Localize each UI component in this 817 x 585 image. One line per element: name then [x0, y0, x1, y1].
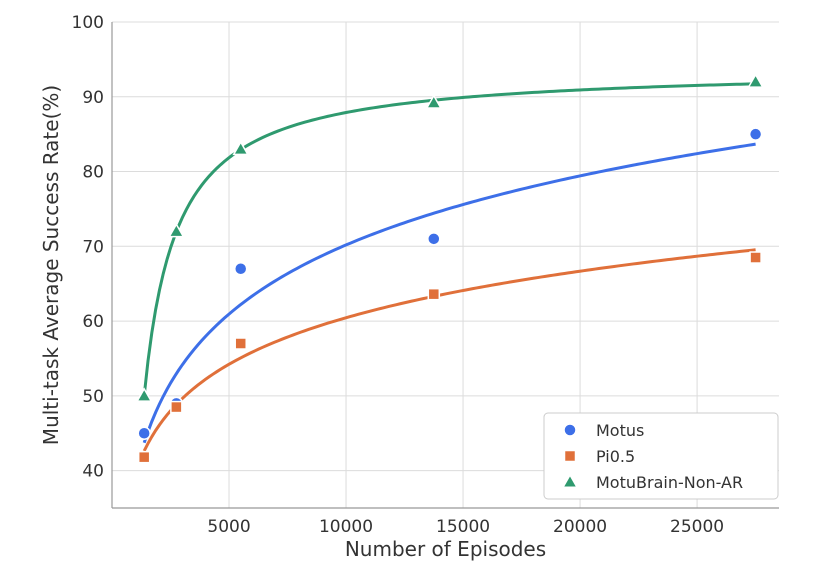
- x-tick-label: 15000: [436, 517, 490, 537]
- axes: [111, 22, 779, 509]
- y-tick-label: 60: [82, 312, 104, 332]
- legend-marker: [563, 423, 577, 437]
- data-point-series-1: [748, 127, 763, 141]
- data-point-series-1: [137, 426, 151, 440]
- data-point-series-3: [425, 94, 443, 109]
- y-tick-label: 70: [82, 237, 104, 257]
- trend-curve-series-2: [142, 248, 756, 452]
- legend-box: [543, 412, 779, 500]
- y-tick-label: 80: [82, 163, 104, 183]
- y-tick-label: 90: [82, 88, 104, 108]
- x-tick-label: 5000: [207, 517, 250, 537]
- data-point-series-3: [747, 73, 764, 88]
- x-tick-label: 10000: [319, 517, 373, 537]
- trend-curve-series-3: [142, 82, 756, 396]
- data-point-series-2: [234, 337, 247, 350]
- legend-label: Pi0.5: [596, 447, 635, 466]
- data-point-series-3: [135, 387, 153, 402]
- y-tick-label: 50: [82, 387, 104, 407]
- data-point-series-1: [233, 261, 248, 276]
- x-tick-label: 25000: [670, 517, 724, 537]
- legend-label: MotuBrain-Non-AR: [596, 473, 743, 492]
- grid-lines: [112, 21, 779, 508]
- legend-label: Motus: [596, 421, 644, 440]
- legend: Motus Pi0.5 MotuBrain-Non-AR: [543, 412, 779, 500]
- y-axis-title: Multi-task Average Success Rate(%): [39, 85, 63, 445]
- data-point-series-3: [168, 222, 185, 238]
- x-tick-label: 20000: [553, 517, 607, 537]
- data-point-series-2: [427, 287, 441, 301]
- legend-marker: [561, 473, 579, 488]
- data-point-series-3: [232, 140, 250, 156]
- y-tick-label: 100: [72, 13, 104, 33]
- data-point-series-2: [170, 400, 183, 414]
- data-point-series-1: [427, 232, 441, 246]
- y-tick-label: 40: [82, 462, 104, 482]
- tick-labels: 5000 10000 15000 20000 25000 40 50 60 70 80 90 100: [72, 13, 725, 537]
- data-point-series-2: [137, 450, 151, 464]
- x-axis-title: Number of Episodes: [345, 537, 546, 561]
- data-points: [135, 73, 764, 464]
- legend-marker: [563, 449, 577, 463]
- trend-curve-series-1: [142, 142, 756, 444]
- data-point-series-2: [749, 251, 762, 264]
- trend-curves: [142, 82, 756, 452]
